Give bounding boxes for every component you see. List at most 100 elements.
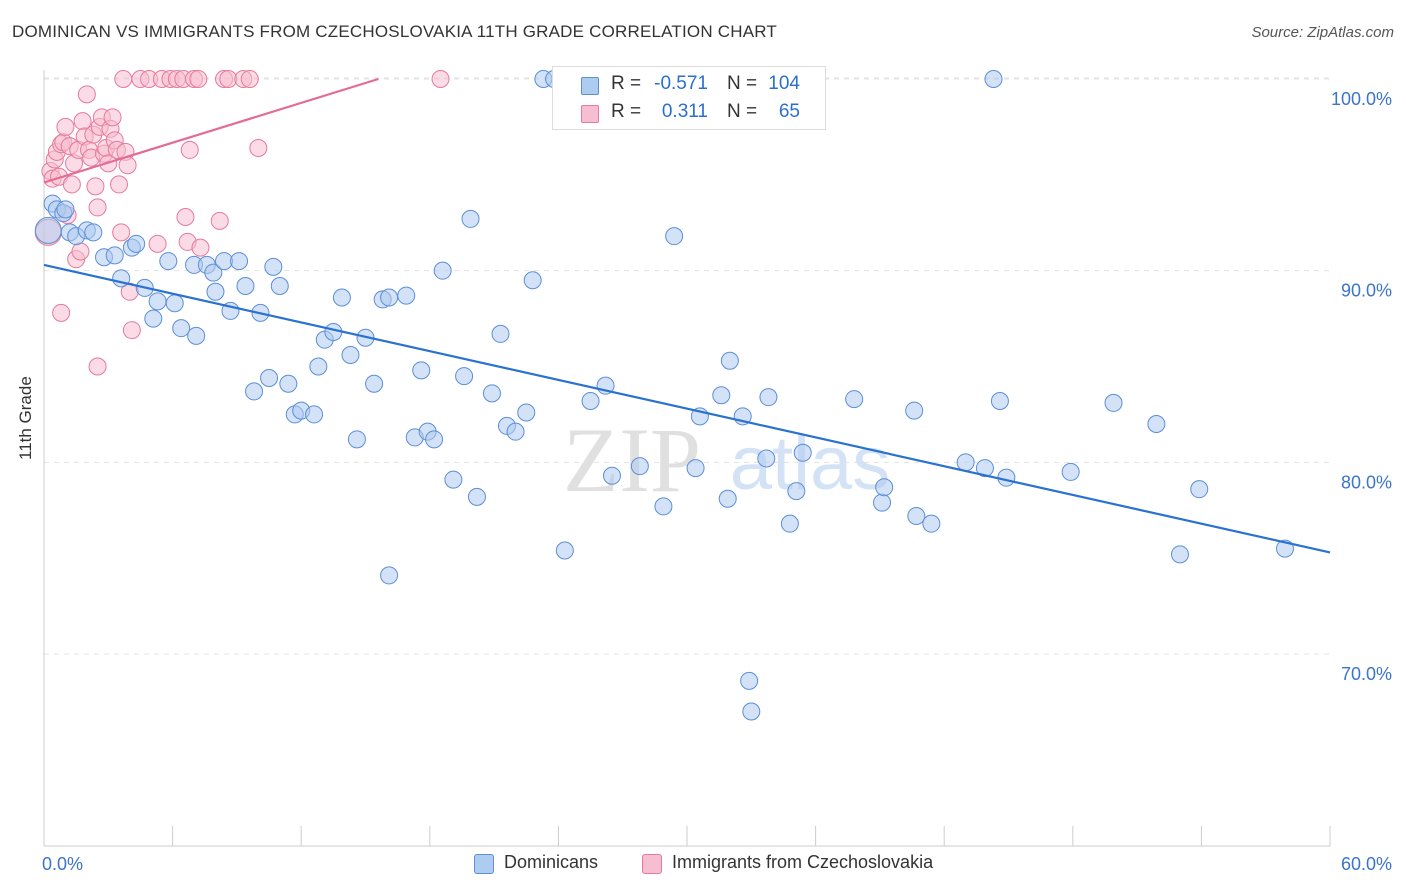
dominicans-point bbox=[264, 257, 283, 276]
dominicans-point bbox=[654, 497, 673, 516]
dominicans-point bbox=[172, 319, 191, 338]
dominicans-point bbox=[905, 401, 924, 420]
dominicans-point bbox=[740, 671, 759, 690]
dominicans-point bbox=[270, 277, 289, 295]
dominicans-point bbox=[433, 261, 452, 280]
immigrants-point bbox=[88, 357, 107, 376]
dominicans-point bbox=[148, 292, 167, 311]
legend-label: Dominicans bbox=[504, 852, 599, 872]
dominicans-point bbox=[630, 457, 649, 476]
immigrants-point bbox=[249, 139, 268, 157]
dominicans-point bbox=[875, 478, 894, 497]
dominicans-point bbox=[602, 466, 621, 485]
dominicans-point bbox=[397, 286, 416, 305]
immigrants-point bbox=[62, 175, 81, 194]
dominicans-point bbox=[1190, 480, 1209, 499]
dominicans-point bbox=[380, 566, 399, 585]
series-immigrants-points bbox=[34, 70, 450, 376]
y-axis-label: 11th Grade bbox=[16, 376, 35, 460]
dominicans-point bbox=[425, 430, 444, 449]
dominicans-point bbox=[984, 70, 1003, 88]
dominicans-point bbox=[718, 489, 737, 508]
immigrants-point bbox=[56, 117, 75, 136]
dominicans-point bbox=[686, 459, 705, 478]
dominicans-point bbox=[236, 277, 255, 295]
immigrants-point bbox=[431, 70, 450, 88]
dominicans-point bbox=[482, 384, 501, 403]
dominicans-point bbox=[461, 209, 480, 228]
dominicans-point bbox=[159, 252, 178, 271]
dominicans-point bbox=[332, 288, 351, 307]
dominicans-point bbox=[204, 263, 223, 282]
immigrants-point bbox=[176, 208, 195, 226]
immigrants-trend-line bbox=[43, 77, 379, 184]
dominicans-point bbox=[787, 482, 806, 501]
dominicans-point bbox=[444, 470, 463, 489]
dominicans-point bbox=[491, 324, 510, 343]
dominicans-point bbox=[412, 361, 431, 380]
stats-r-label: R = bbox=[611, 73, 642, 94]
immigrants-point bbox=[52, 303, 71, 322]
dominicans-point bbox=[165, 294, 184, 313]
dominicans-point bbox=[230, 252, 249, 271]
immigrants-point bbox=[189, 70, 208, 88]
dominicans-point bbox=[127, 234, 146, 253]
y-tick-label: 100.0% bbox=[1331, 89, 1392, 109]
stats-n-label: N = bbox=[727, 73, 758, 94]
series-dominicans-points bbox=[34, 70, 1294, 721]
dominicans-point bbox=[665, 227, 684, 246]
dominicans-point bbox=[1170, 545, 1189, 564]
dominicans-point bbox=[380, 288, 399, 307]
immigrants-point bbox=[114, 70, 133, 88]
dominicans-point bbox=[1104, 393, 1123, 412]
immigrants-point bbox=[86, 177, 105, 196]
stats-swatch-blue bbox=[581, 77, 599, 95]
immigrants-point bbox=[191, 238, 210, 257]
x-tick-label-start: 0.0% bbox=[42, 854, 83, 874]
dominicans-point bbox=[305, 405, 324, 424]
dominicans-point bbox=[780, 514, 799, 533]
y-tick-label: 90.0% bbox=[1341, 281, 1392, 301]
dominicans-point bbox=[347, 430, 366, 449]
dominicans-point bbox=[187, 326, 206, 345]
y-tick-label: 70.0% bbox=[1341, 664, 1392, 684]
immigrants-point bbox=[88, 198, 107, 217]
legend-label: Immigrants from Czechoslovakia bbox=[672, 852, 934, 872]
x-tick-label-end: 60.0% bbox=[1341, 854, 1392, 874]
dominicans-point bbox=[845, 390, 864, 409]
dominicans-point bbox=[990, 392, 1009, 410]
dominicans-point bbox=[1061, 462, 1080, 481]
dominicans-point bbox=[793, 443, 812, 462]
immigrants-point bbox=[110, 175, 129, 194]
dominicans-point bbox=[720, 351, 739, 370]
dominicans-point bbox=[215, 252, 234, 271]
dominicans-point bbox=[279, 374, 298, 393]
dominicans-point bbox=[757, 449, 776, 468]
source-label: Source: ZipAtlas.com bbox=[1251, 24, 1394, 41]
dominicans-point bbox=[742, 702, 761, 721]
stats-row-dominicans: R = -0.571 N = 104 bbox=[553, 73, 825, 99]
legend-swatch-blue bbox=[474, 854, 494, 874]
immigrants-point bbox=[180, 140, 199, 159]
dominicans-point bbox=[759, 388, 778, 407]
dominicans-point bbox=[341, 346, 360, 364]
trend-lines bbox=[43, 77, 1331, 554]
dominicans-point bbox=[907, 507, 926, 525]
immigrants-point bbox=[77, 85, 96, 104]
immigrants-point bbox=[71, 242, 90, 261]
dominicans-point bbox=[34, 216, 62, 244]
immigrants-point bbox=[103, 108, 122, 127]
dominicans-point bbox=[873, 493, 892, 512]
dominicans-point bbox=[105, 246, 124, 265]
dominicans-point bbox=[523, 271, 542, 290]
dominicans-point bbox=[956, 453, 975, 472]
dominicans-point bbox=[506, 422, 525, 441]
immigrants-point bbox=[219, 70, 238, 88]
immigrants-point bbox=[122, 321, 141, 340]
dominicans-trend-line bbox=[43, 263, 1331, 554]
dominicans-point bbox=[975, 459, 994, 478]
dominicans-point bbox=[56, 200, 75, 219]
immigrants-point bbox=[240, 70, 259, 88]
stats-n-value: 65 bbox=[778, 101, 800, 122]
y-tick-label: 80.0% bbox=[1341, 472, 1392, 492]
